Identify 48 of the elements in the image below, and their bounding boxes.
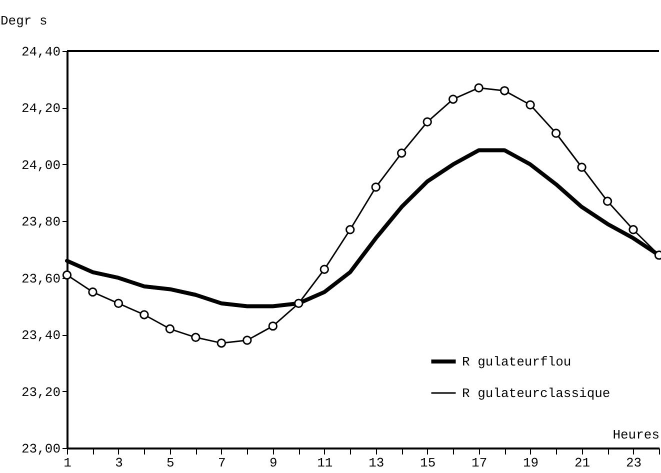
point — [474, 83, 484, 92]
y-tick-label: 23,20 — [21, 384, 60, 400]
point — [165, 324, 175, 334]
x-tick-label: 7 — [218, 456, 226, 470]
point — [140, 310, 149, 320]
point — [242, 336, 252, 345]
y-tick-label: 24,40 — [21, 44, 60, 60]
point — [500, 86, 510, 96]
point — [268, 321, 278, 331]
y-tick-label: 24,00 — [21, 158, 60, 173]
x-tick-label: 21 — [574, 456, 590, 470]
y-tick-label: 23,40 — [21, 328, 60, 344]
y-tick-label: 23,60 — [21, 271, 60, 286]
y-tick-label: 24,20 — [21, 101, 60, 116]
y-tick-label: 23,80 — [21, 214, 60, 230]
point — [396, 148, 406, 158]
y-tick-label: 23,00 — [21, 442, 60, 456]
point — [320, 264, 330, 274]
point — [191, 332, 200, 342]
x-tick-label: 19 — [523, 456, 539, 470]
point — [294, 298, 304, 308]
point — [216, 338, 226, 348]
y-axis-title: Degr s — [0, 14, 48, 28]
x-tick-label: 13 — [368, 456, 384, 470]
x-tick-label: 1 — [64, 456, 72, 470]
point — [62, 270, 72, 280]
x-tick-label: 11 — [317, 456, 333, 470]
point — [602, 196, 612, 206]
x-tick-label: 15 — [420, 456, 436, 470]
point — [551, 128, 561, 138]
point — [654, 250, 661, 260]
point — [114, 298, 124, 308]
point — [448, 94, 458, 104]
point — [577, 162, 586, 172]
point — [526, 100, 535, 110]
x-tick-label: 5 — [166, 456, 174, 470]
point — [88, 287, 98, 297]
legend-label: R gulateurclassique — [462, 386, 610, 401]
point — [346, 225, 355, 234]
x-tick-label: 3 — [115, 456, 123, 470]
x-axis-title: Heures — [612, 428, 660, 442]
x-tick-label: 23 — [626, 456, 642, 470]
point — [422, 117, 432, 127]
x-tick-label: 17 — [472, 456, 488, 470]
legend-label: R gulateurflou — [462, 354, 572, 370]
x-tick-label: 9 — [270, 456, 278, 470]
point — [371, 182, 380, 192]
point — [628, 225, 638, 234]
